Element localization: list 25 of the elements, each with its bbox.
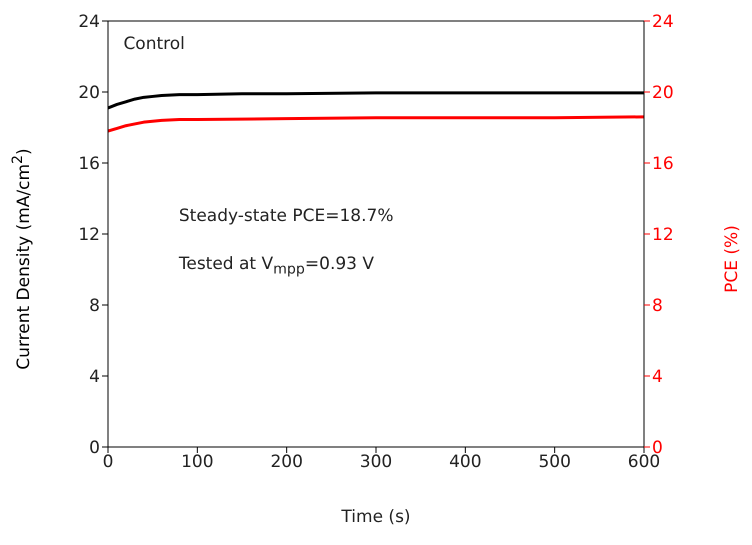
y2-tick-label: 16 bbox=[652, 154, 674, 174]
x-tick-label: 300 bbox=[360, 452, 392, 472]
annotation: Tested at V$_{mpp}$=0.93 V bbox=[178, 254, 374, 278]
y-tick-label: 8 bbox=[89, 296, 100, 316]
y2-tick-label: 8 bbox=[652, 296, 663, 316]
y-tick-label: 24 bbox=[78, 12, 100, 32]
y-tick-label: 0 bbox=[89, 438, 100, 458]
y2-tick-label: 12 bbox=[652, 225, 674, 246]
x-tick-label: 500 bbox=[538, 452, 571, 472]
x-tick-label: 200 bbox=[270, 452, 303, 472]
y-tick-label: 16 bbox=[78, 154, 100, 174]
annotation: Steady-state PCE=18.7% bbox=[178, 206, 394, 226]
y2-tick-label: 20 bbox=[652, 83, 674, 104]
y2-tick-label: 4 bbox=[652, 367, 663, 388]
x-axis-title: Time (s) bbox=[341, 507, 411, 527]
annotation: Control bbox=[123, 34, 185, 54]
x-tick-label: 400 bbox=[449, 452, 482, 472]
y2-axis-title: PCE (%) bbox=[722, 224, 742, 292]
y2-tick-label: 24 bbox=[652, 12, 674, 32]
y-tick-label: 4 bbox=[89, 367, 100, 388]
line-series bbox=[108, 115, 644, 133]
y-tick-label: 20 bbox=[78, 83, 100, 104]
y-tick-label: 12 bbox=[78, 225, 100, 246]
x-tick-label: 0 bbox=[102, 452, 114, 472]
x-tick-label: 100 bbox=[181, 452, 214, 472]
